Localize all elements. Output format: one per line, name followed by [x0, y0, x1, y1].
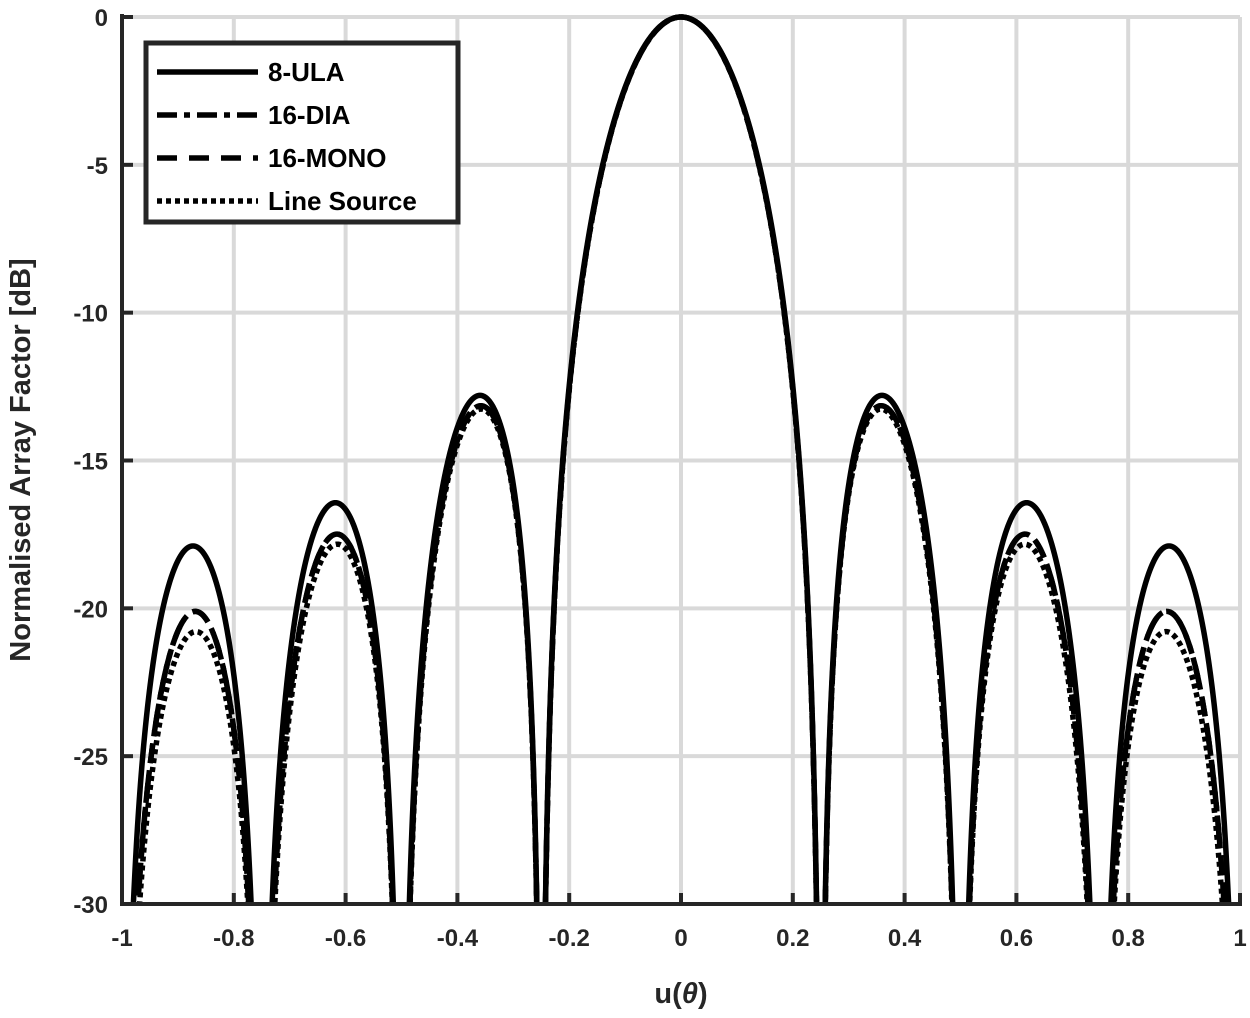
- y-tick-label: -25: [73, 744, 108, 771]
- y-tick-label: -15: [73, 449, 108, 476]
- x-tick-label: -0.6: [325, 925, 366, 952]
- x-tick-label: -0.4: [437, 925, 479, 952]
- series-line-16-mono: [122, 14, 1242, 906]
- curves: [122, 14, 1242, 906]
- x-tick-label: 0.6: [1000, 925, 1033, 952]
- y-tick-label: -20: [73, 596, 108, 623]
- y-tick-label: -30: [73, 892, 108, 919]
- legend-label: 16-DIA: [268, 100, 351, 130]
- x-axis-label-prefix: u(: [654, 978, 682, 1010]
- legend-box: [143, 40, 461, 225]
- legend-label: 16-MONO: [268, 143, 386, 173]
- x-axis-label-symbol: θ: [682, 978, 698, 1010]
- x-tick-label: -0.2: [549, 925, 590, 952]
- y-axis-label: Normalised Array Factor [dB]: [5, 258, 37, 661]
- legend-label: Line Source: [268, 186, 417, 216]
- y-tick-label: -10: [73, 301, 108, 328]
- legend: 8-ULA 16-DIA 16-MONO Line Source: [143, 40, 461, 225]
- x-tick-label: -1: [111, 925, 132, 952]
- x-tick-label: 0.2: [776, 925, 809, 952]
- tick-labels: -1 -0.8 -0.6 -0.4 -0.2 0 0.2 0.4 0.6 0.8 1 0 -5 -10 -1…: [73, 5, 1246, 952]
- x-tick-label: -0.8: [213, 925, 254, 952]
- x-tick-label: 0: [674, 925, 687, 952]
- axes: [120, 14, 1242, 906]
- x-tick-label: 0.4: [888, 925, 922, 952]
- x-axis-label: u(θ): [654, 978, 707, 1010]
- x-axis-label-suffix: ): [698, 978, 708, 1010]
- series-line-line-source: [122, 14, 1242, 906]
- y-tick-label: 0: [95, 5, 108, 32]
- legend-label: 8-ULA: [268, 57, 345, 87]
- x-tick-label: 1: [1233, 925, 1246, 952]
- y-tick-label: -5: [87, 153, 108, 180]
- x-tick-label: 0.8: [1112, 925, 1145, 952]
